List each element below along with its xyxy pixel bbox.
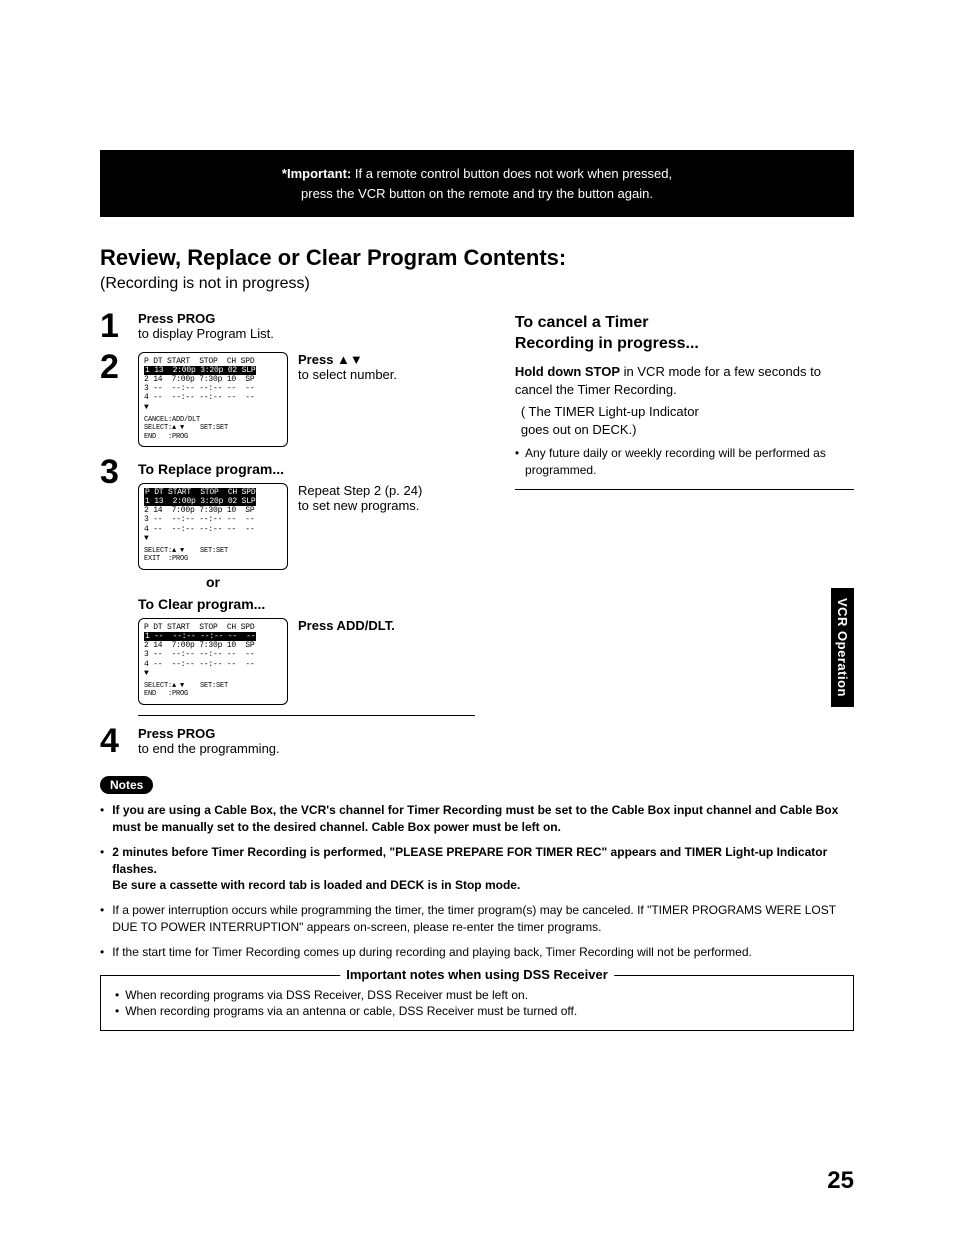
cancel-title-1: To cancel a Timer [515,314,649,331]
osd-replace: P DT START STOP CH SPD 1 13 2:00p 3:20p … [138,483,288,570]
dss-notes-box: Important notes when using DSS Receiver … [100,975,854,1031]
step-1: 1 Press PROG to display Program List. [100,311,475,342]
hold-stop: Hold down STOP [515,364,620,379]
osd-program-list: P DT START STOP CH SPD 1 13 2:00p 3:20p … [138,352,288,447]
future-recording-note: Any future daily or weekly recording wil… [525,445,854,479]
step-4-head: Press PROG [138,726,215,741]
note-item: •If a power interruption occurs while pr… [100,902,854,936]
page-title: Review, Replace or Clear Program Content… [100,245,854,271]
bullet-icon: • [515,445,519,479]
step-2-head: Press [298,352,337,367]
important-label: *Important: [282,166,351,181]
notes-list: •If you are using a Cable Box, the VCR's… [100,802,854,960]
steps-column: 1 Press PROG to display Program List. 2 … [100,311,475,766]
step-3-number: 3 [100,457,128,488]
dss-item-2: When recording programs via an antenna o… [125,1004,577,1018]
step-2-number: 2 [100,352,128,383]
note-item: •If you are using a Cable Box, the VCR's… [100,802,854,836]
replace-heading: To Replace program... [138,461,475,477]
step-4-number: 4 [100,726,128,757]
or-label: or [138,574,288,590]
clear-heading: To Clear program... [138,596,475,612]
important-line2: press the VCR button on the remote and t… [301,186,653,201]
step-2-body: to select number. [298,367,397,382]
dss-legend: Important notes when using DSS Receiver [340,967,614,982]
step-1-body: to display Program List. [138,326,274,341]
step-4-body: to end the programming. [138,741,280,756]
page-subtitle: (Recording is not in progress) [100,275,854,293]
step-4: 4 Press PROG to end the programming. [100,726,475,757]
important-banner: *Important: If a remote control button d… [100,150,854,217]
note-item: •If the start time for Timer Recording c… [100,944,854,961]
step-1-number: 1 [100,311,128,342]
divider [138,715,475,716]
cancel-title-2: Recording in progress... [515,335,699,352]
osd-clear: P DT START STOP CH SPD 1 -- --:-- --:-- … [138,618,288,705]
paren-1: ( The TIMER Light-up Indicator [521,404,699,419]
arrows-icon: ▲▼ [337,352,363,367]
note-item: •2 minutes before Timer Recording is per… [100,844,854,894]
notes-pill: Notes [100,776,153,794]
right-divider [515,489,854,490]
step-1-head: Press PROG [138,311,215,326]
important-line1: If a remote control button does not work… [351,166,672,181]
step-3-body1: Repeat Step 2 (p. 24) [298,483,422,498]
step-3: 3 To Replace program... P DT START STOP … [100,457,475,716]
section-tab: VCR Operation [831,588,854,707]
paren-2: goes out on DECK.) [521,422,637,437]
dss-item-1: When recording programs via DSS Receiver… [125,988,528,1002]
clear-body: Press ADD/DLT. [298,618,395,633]
step-3-body2: to set new programs. [298,498,419,513]
cancel-timer-box: To cancel a Timer Recording in progress.… [515,311,854,766]
step-2: 2 P DT START STOP CH SPD 1 13 2:00p 3:20… [100,352,475,447]
page-number: 25 [827,1167,854,1195]
